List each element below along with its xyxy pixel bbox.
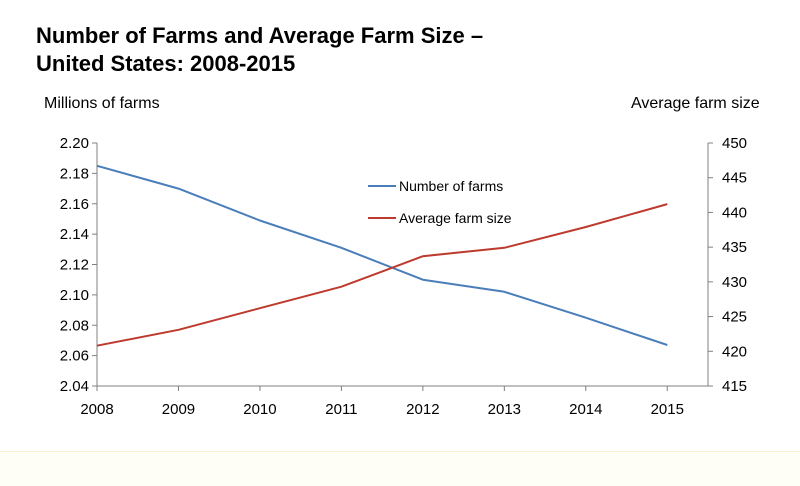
legend-label-average-farm-size: Average farm size: [399, 210, 512, 226]
y-axis-right-label: Average farm size: [631, 95, 760, 112]
y-axis-left-label: Millions of farms: [44, 95, 160, 112]
y-right-tick-label: 430: [722, 274, 747, 291]
x-tick-label: 2014: [569, 401, 602, 418]
bottom-band: [0, 452, 800, 486]
series-line-number-of-farms: [96, 164, 668, 346]
y-left-tick-label: 2.12: [60, 257, 89, 274]
x-tick-label: 2010: [243, 401, 276, 418]
x-tick-label: 2009: [162, 401, 195, 418]
x-tick-label: 2012: [406, 401, 439, 418]
chart-title: Number of Farms and Average Farm Size – …: [36, 22, 483, 78]
y-right-tick-label: 445: [722, 170, 747, 187]
y-left-tick-label: 2.20: [60, 135, 89, 152]
y-right-tick-label: 425: [722, 309, 747, 326]
y-right-tick-label: 440: [722, 204, 747, 221]
x-tick-label: 2011: [325, 401, 357, 418]
y-right-tick-label: 435: [722, 239, 747, 256]
legend-label-number-of-farms: Number of farms: [399, 178, 503, 194]
x-tick-label: 2013: [488, 401, 521, 418]
y-left-tick-label: 2.04: [60, 378, 89, 395]
y-left-tick-label: 2.08: [60, 317, 89, 334]
x-tick-label: 2015: [651, 401, 684, 418]
y-right-tick-label: 420: [722, 343, 747, 360]
chart-title-line-2: United States: 2008-2015: [36, 51, 296, 76]
y-left-tick-label: 2.16: [60, 196, 89, 213]
y-right-tick-label: 450: [722, 135, 747, 152]
x-tick-label: 2008: [80, 401, 113, 418]
bottom-divider: [0, 451, 800, 452]
series-line-average-farm-size: [96, 203, 668, 347]
y-left-tick-label: 2.06: [60, 348, 89, 365]
y-right-tick-label: 415: [722, 378, 747, 395]
y-left-tick-label: 2.18: [60, 165, 89, 182]
y-left-tick-label: 2.14: [60, 226, 89, 243]
chart-title-line-1: Number of Farms and Average Farm Size –: [36, 23, 484, 48]
y-left-tick-label: 2.10: [60, 287, 89, 304]
